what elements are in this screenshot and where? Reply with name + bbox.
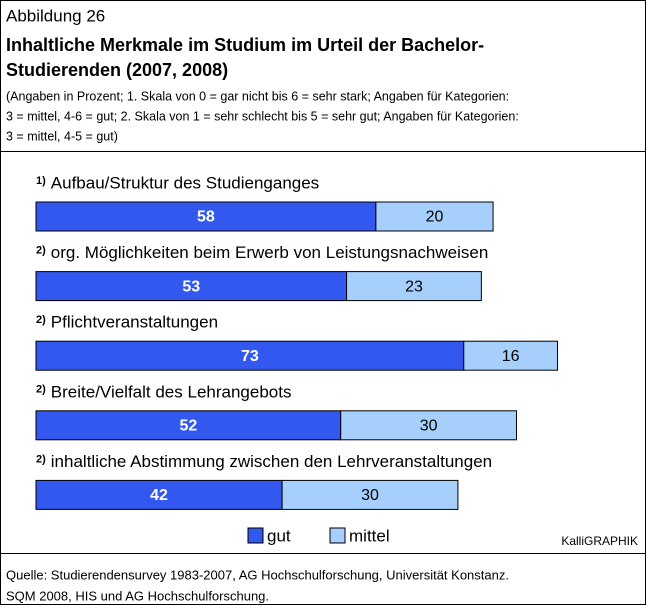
category-label: inhaltliche Abstimmung zwischen den Lehr… (51, 452, 492, 471)
value-label: 58 (197, 209, 215, 226)
category-note: 2) (36, 453, 46, 465)
bar-segment (375, 201, 494, 232)
source: Quelle: Studierendensurvey 1983-2007, AG… (6, 567, 509, 582)
bar-segment (340, 410, 518, 441)
value-label: 30 (420, 418, 438, 435)
legend-label: gut (267, 526, 291, 545)
chart-title: Studierenden (2007, 2008) (6, 60, 228, 80)
value-label: 42 (150, 487, 168, 504)
bar-segment (346, 271, 482, 302)
chart-title: Inhaltliche Merkmale im Studium im Urtei… (6, 35, 484, 55)
category-label: org. Möglichkeiten beim Erwerb von Leist… (51, 243, 489, 262)
bar-segment (35, 201, 377, 232)
value-label: 16 (502, 348, 520, 365)
category-note: 2) (36, 384, 46, 396)
category-note: 2) (36, 314, 46, 326)
value-label: 20 (426, 209, 444, 226)
value-label: 23 (405, 278, 423, 295)
bar-segment (35, 410, 342, 441)
figure-label: Abbildung 26 (6, 6, 105, 25)
source: SQM 2008, HIS und AG Hochschulforschung. (6, 588, 269, 603)
legend-swatch (329, 527, 346, 544)
legend-swatch (247, 527, 264, 544)
category-note: 2) (36, 245, 46, 257)
bar-segment (463, 340, 559, 371)
category-label: Breite/Vielfalt des Lehrangebots (51, 382, 292, 401)
value-label: 30 (361, 487, 379, 504)
legend-label: mittel (349, 526, 390, 545)
bar-segment (281, 479, 459, 510)
value-label: 52 (179, 418, 197, 435)
credit: KalliGRAPHIK (561, 534, 638, 548)
category-label: Aufbau/Struktur des Studienganges (51, 173, 319, 192)
value-label: 53 (182, 278, 200, 295)
category-note: 1) (36, 175, 46, 187)
subtitle: (Angaben in Prozent; 1. Skala von 0 = ga… (6, 89, 509, 103)
category-label: Pflichtveranstaltungen (51, 313, 218, 332)
bar-segment (35, 340, 465, 371)
bar-segment (35, 479, 283, 510)
subtitle: 3 = mittel, 4-6 = gut; 2. Skala von 1 = … (6, 109, 519, 123)
bar-segment (35, 271, 348, 302)
subtitle: 3 = mittel, 4-5 = gut) (6, 129, 118, 143)
value-label: 73 (241, 348, 259, 365)
